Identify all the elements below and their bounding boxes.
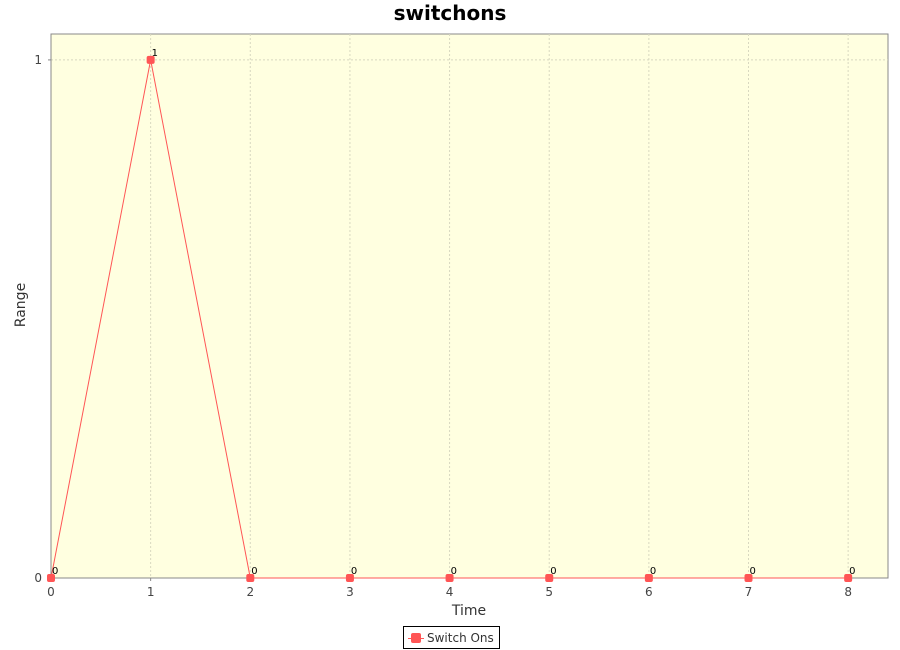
x-tick-label: 5: [545, 585, 553, 599]
legend: Switch Ons: [403, 626, 500, 649]
data-label: 0: [550, 566, 556, 577]
legend-label: Switch Ons: [427, 630, 494, 645]
y-axis-label: Range: [13, 283, 29, 327]
x-tick-label: 7: [745, 585, 753, 599]
data-label: 0: [52, 566, 58, 577]
x-tick-label: 1: [147, 585, 155, 599]
data-label: 0: [750, 566, 756, 577]
plot-area: [50, 33, 889, 579]
data-point: [644, 574, 653, 582]
x-tick-label: 6: [645, 585, 653, 599]
x-axis-label: Time: [451, 603, 486, 619]
x-tick-label: 8: [844, 585, 852, 599]
x-tick-label: 4: [446, 585, 454, 599]
series-layer: 0 1 0 0 0 0 0 0 0: [47, 48, 856, 582]
data-label: 0: [251, 566, 257, 577]
data-label: 0: [650, 566, 656, 577]
data-point: [744, 574, 753, 582]
x-tick-label: 2: [246, 585, 254, 599]
data-point: [146, 55, 155, 64]
data-point: [445, 574, 454, 582]
data-point: [545, 574, 554, 582]
x-tick-label: 3: [346, 585, 354, 599]
data-point: [844, 574, 853, 582]
x-tick-label: 0: [47, 585, 55, 599]
legend-swatch: [408, 632, 424, 644]
y-tick-label: 1: [34, 53, 42, 67]
y-tick-label: 0: [34, 571, 42, 585]
legend-marker-icon: [411, 632, 421, 643]
data-label: 0: [351, 566, 357, 577]
chart-title: switchons: [394, 1, 507, 25]
data-label: 1: [152, 48, 158, 59]
data-point: [246, 574, 255, 582]
data-label: 0: [451, 566, 457, 577]
data-label: 0: [849, 566, 855, 577]
data-point: [345, 574, 354, 582]
data-point: [47, 574, 55, 582]
grid: [51, 34, 888, 578]
tick-labels: 0 1 2 3 4 5 6 7 8 0 1: [34, 53, 852, 599]
